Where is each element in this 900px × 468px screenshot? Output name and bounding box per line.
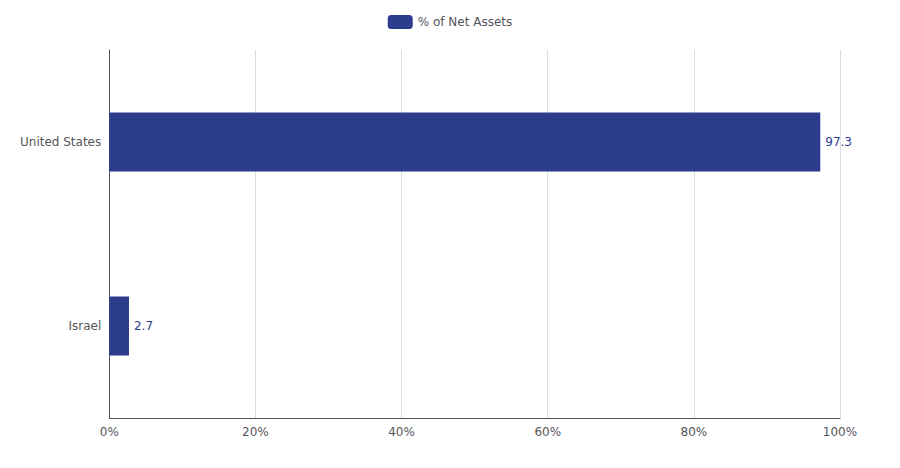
svg-text:20%: 20% [242, 425, 269, 439]
svg-text:40%: 40% [388, 425, 415, 439]
svg-text:0%: 0% [100, 425, 119, 439]
svg-text:97.3: 97.3 [825, 135, 852, 149]
svg-text:80%: 80% [681, 425, 708, 439]
svg-text:United States: United States [20, 135, 101, 149]
svg-text:60%: 60% [534, 425, 561, 439]
svg-text:2.7: 2.7 [134, 319, 153, 333]
svg-text:Israel: Israel [68, 319, 101, 333]
svg-text:% of Net Assets: % of Net Assets [418, 15, 513, 29]
svg-text:100%: 100% [823, 425, 857, 439]
